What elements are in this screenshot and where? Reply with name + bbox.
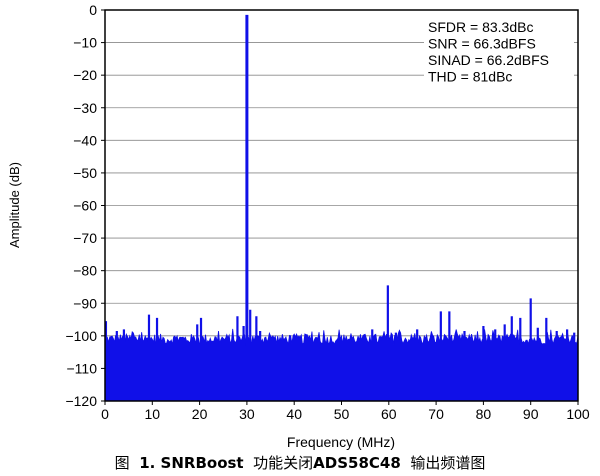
x-tick-label: 100 — [566, 406, 590, 422]
x-tick-label: 40 — [286, 406, 302, 422]
x-tick-label: 60 — [381, 406, 397, 422]
y-tick-label: −40 — [73, 132, 97, 148]
x-axis-label: Frequency (MHz) — [287, 434, 395, 450]
annotation-box — [424, 18, 574, 88]
spectrum-series — [104, 328, 579, 402]
x-tick-label: 0 — [101, 406, 109, 422]
y-tick-label: −30 — [73, 100, 97, 116]
metric-annotation: SFDR = 83.3dBc — [428, 19, 533, 35]
x-tick-label: 90 — [523, 406, 539, 422]
x-tick-label: 50 — [334, 406, 350, 422]
y-tick-label: −20 — [73, 67, 97, 83]
y-tick-label: −90 — [73, 295, 97, 311]
x-tick-label: 70 — [428, 406, 444, 422]
y-axis-label: Amplitude (dB) — [7, 162, 22, 248]
caption-middle: 功能关闭 — [253, 454, 314, 472]
gridlines — [105, 42, 578, 369]
y-tick-label: 0 — [89, 2, 97, 18]
caption-part-number: ADS58C48 — [313, 454, 401, 472]
x-tick-label: 80 — [476, 406, 492, 422]
y-tick-label: −110 — [67, 360, 98, 376]
caption-suffix: 输出频谱图 — [410, 454, 486, 472]
spectrum-chart: 0 −10 −20 −30 −40 −50 −60 −70 −80 −90 −100 −110 −120… — [7, 2, 590, 450]
y-tick-label: −80 — [73, 263, 97, 279]
spectrum-peaks — [104, 14, 576, 401]
x-tick-label: 20 — [192, 406, 208, 422]
metric-annotation: SNR = 66.3dBFS — [428, 36, 536, 52]
y-axis-ticks: 0 −10 −20 −30 −40 −50 −60 −70 −80 −90 −100 −110 −120 — [65, 2, 105, 409]
metric-annotation: SINAD = 66.2dBFS — [428, 52, 549, 68]
figure-caption: 图 1. SNRBoost 功能关闭ADS58C48 输出频谱图 — [0, 452, 600, 473]
y-tick-label: −10 — [73, 35, 97, 51]
y-tick-label: −100 — [65, 328, 97, 344]
x-axis-ticks: 0 10 20 30 40 50 60 70 80 90 100 — [101, 401, 590, 422]
y-tick-label: −120 — [65, 393, 97, 409]
y-tick-label: −50 — [73, 165, 97, 181]
caption-figure-number: 1. SNRBoost — [139, 454, 244, 472]
caption-prefix: 图 — [114, 454, 130, 472]
y-tick-label: −70 — [73, 230, 97, 246]
x-tick-label: 30 — [239, 406, 255, 422]
y-tick-label: −60 — [73, 198, 97, 214]
metric-annotation: THD = 81dBc — [428, 69, 512, 85]
x-tick-label: 10 — [145, 406, 161, 422]
noise-floor-area — [104, 328, 579, 402]
